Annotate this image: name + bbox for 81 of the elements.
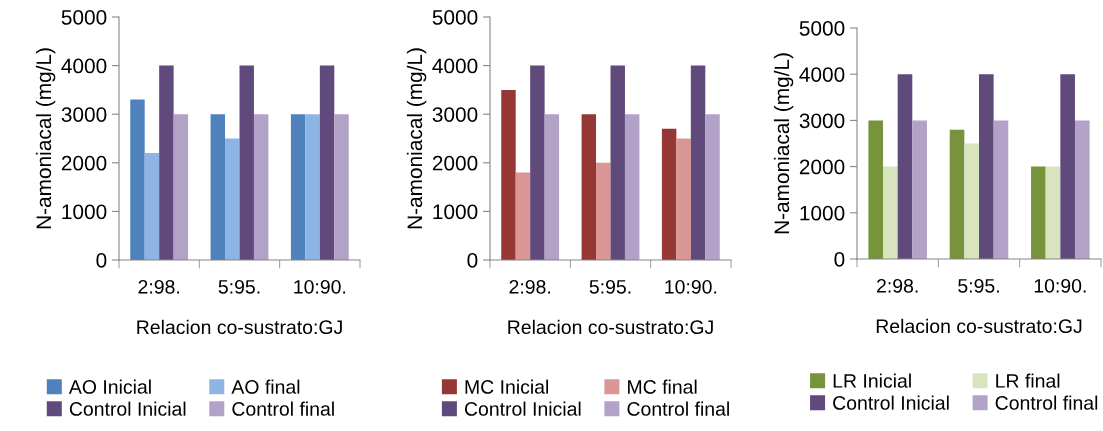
bar xyxy=(883,166,898,259)
x-tick-label: 5:95. xyxy=(218,279,260,294)
bar xyxy=(690,65,706,260)
y-tick-label: 1000 xyxy=(433,204,478,220)
x-axis-title: Relacion co-sustrato:GJ xyxy=(137,319,342,335)
bar xyxy=(530,65,545,260)
y-tick-label: 3000 xyxy=(61,107,107,122)
bar xyxy=(290,114,306,260)
legend-label: Control final xyxy=(232,401,334,416)
bar xyxy=(979,74,994,259)
bar xyxy=(705,114,720,260)
x-tick-label: 2:98. xyxy=(877,278,918,293)
bar xyxy=(239,65,254,260)
bar xyxy=(544,114,560,260)
y-tick-label: 4000 xyxy=(799,67,845,82)
bar xyxy=(225,138,240,260)
bar xyxy=(912,120,927,259)
y-axis-title: N-amoniacal (mg/L) xyxy=(35,48,56,229)
bar xyxy=(624,114,640,260)
y-tick-label: 5000 xyxy=(61,10,107,25)
bar xyxy=(305,114,320,260)
bar xyxy=(515,172,531,260)
y-tick-label: 5000 xyxy=(799,21,845,36)
y-tick-label: 2000 xyxy=(61,155,107,171)
bar xyxy=(173,114,189,260)
bar xyxy=(130,99,145,260)
legend-label: AO final xyxy=(231,379,300,394)
bar xyxy=(319,65,335,260)
bar xyxy=(581,114,597,260)
bar xyxy=(661,128,677,260)
y-tick-label: 1000 xyxy=(800,205,845,221)
x-axis-title: Relacion co-sustrato:GJ xyxy=(876,318,1082,334)
bar xyxy=(1074,120,1090,259)
legend-label: MC final xyxy=(628,379,697,394)
y-axis-title: N-amoniacal (mg/L) xyxy=(773,53,794,234)
bar xyxy=(501,89,516,260)
legend-label: Control Inicial xyxy=(464,401,581,416)
legend-label: LR Inicial xyxy=(833,373,911,388)
bar xyxy=(897,74,913,259)
x-tick-label: 5:95. xyxy=(589,279,631,294)
bar xyxy=(676,138,691,260)
legend-label: MC Inicial xyxy=(465,379,549,394)
bar xyxy=(334,114,349,260)
y-tick-label: 4000 xyxy=(61,58,107,74)
y-tick-label: 0 xyxy=(467,253,478,268)
y-tick-label: 2000 xyxy=(432,155,478,171)
bar xyxy=(596,162,611,260)
bar xyxy=(144,153,160,260)
bar xyxy=(253,114,269,260)
bar xyxy=(1060,74,1075,259)
x-axis-title: Relacion co-sustrato:GJ xyxy=(508,319,713,335)
legend-label: LR final xyxy=(996,373,1060,388)
x-tick-label: 2:98. xyxy=(509,279,551,294)
x-tick-label: 10:90. xyxy=(1034,278,1086,293)
y-tick-label: 0 xyxy=(96,253,107,268)
x-tick-label: 10:90. xyxy=(294,279,346,294)
y-tick-label: 2000 xyxy=(799,159,845,175)
legend-label: Control final xyxy=(995,395,1098,410)
y-tick-label: 5000 xyxy=(432,10,478,25)
bar xyxy=(868,120,884,259)
legend-label: Control final xyxy=(627,401,729,416)
y-tick-label: 1000 xyxy=(62,204,107,220)
y-tick-label: 4000 xyxy=(432,58,478,74)
y-axis-title: N-amoniacal (mg/L) xyxy=(406,48,427,229)
y-tick-label: 3000 xyxy=(799,113,845,129)
bar xyxy=(964,143,979,259)
bar xyxy=(993,120,1009,259)
legend-label: Control Inicial xyxy=(833,395,949,410)
legend-label: AO Inicial xyxy=(68,379,151,394)
bar xyxy=(1045,166,1061,259)
y-tick-label: 0 xyxy=(834,252,845,267)
bar xyxy=(159,65,174,260)
bar xyxy=(949,129,965,259)
legend-label: Control Inicial xyxy=(69,401,186,416)
bar xyxy=(1031,166,1046,259)
bar xyxy=(610,65,625,260)
bar xyxy=(210,114,226,260)
x-tick-label: 5:95. xyxy=(958,278,999,293)
y-tick-label: 3000 xyxy=(432,107,478,122)
x-tick-label: 10:90. xyxy=(665,279,717,294)
x-tick-label: 2:98. xyxy=(138,279,180,294)
